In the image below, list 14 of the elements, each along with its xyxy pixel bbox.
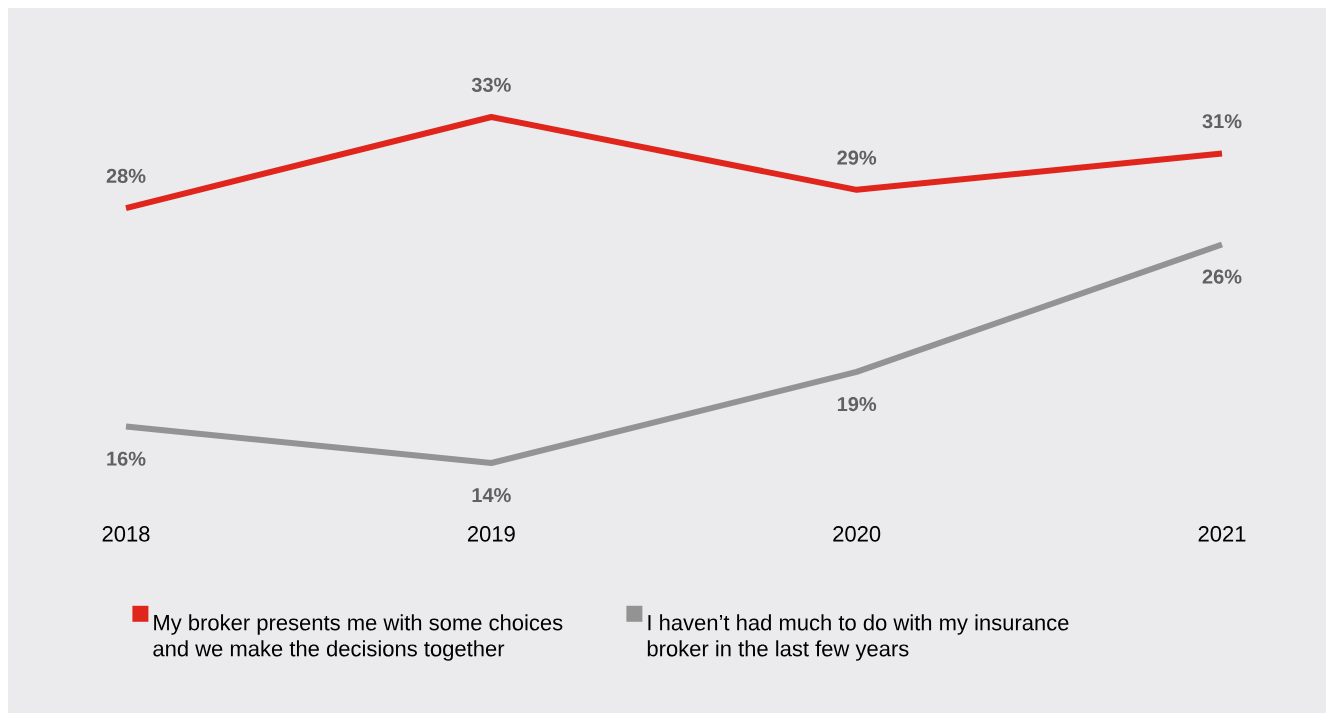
data-label: 26% bbox=[1202, 269, 1242, 284]
data-label: 19% bbox=[837, 397, 877, 412]
data-label: 31% bbox=[1202, 114, 1242, 129]
x-tick-label: 2021 bbox=[1198, 526, 1246, 542]
x-tick-label: 2020 bbox=[833, 526, 881, 542]
data-label: 29% bbox=[837, 150, 877, 165]
data-label: 14% bbox=[472, 488, 511, 503]
x-tick-label: 2019 bbox=[467, 526, 515, 542]
data-label: 33% bbox=[471, 77, 511, 92]
x-tick-label: 2018 bbox=[102, 526, 150, 542]
legend-label: I haven’t had much to do with my insurance broker in the last few years bbox=[647, 614, 1069, 661]
data-label: 16% bbox=[107, 451, 146, 466]
data-label: 28% bbox=[106, 168, 146, 183]
legend-label: My broker presents me with some choices and we make the decisions together bbox=[153, 614, 563, 661]
